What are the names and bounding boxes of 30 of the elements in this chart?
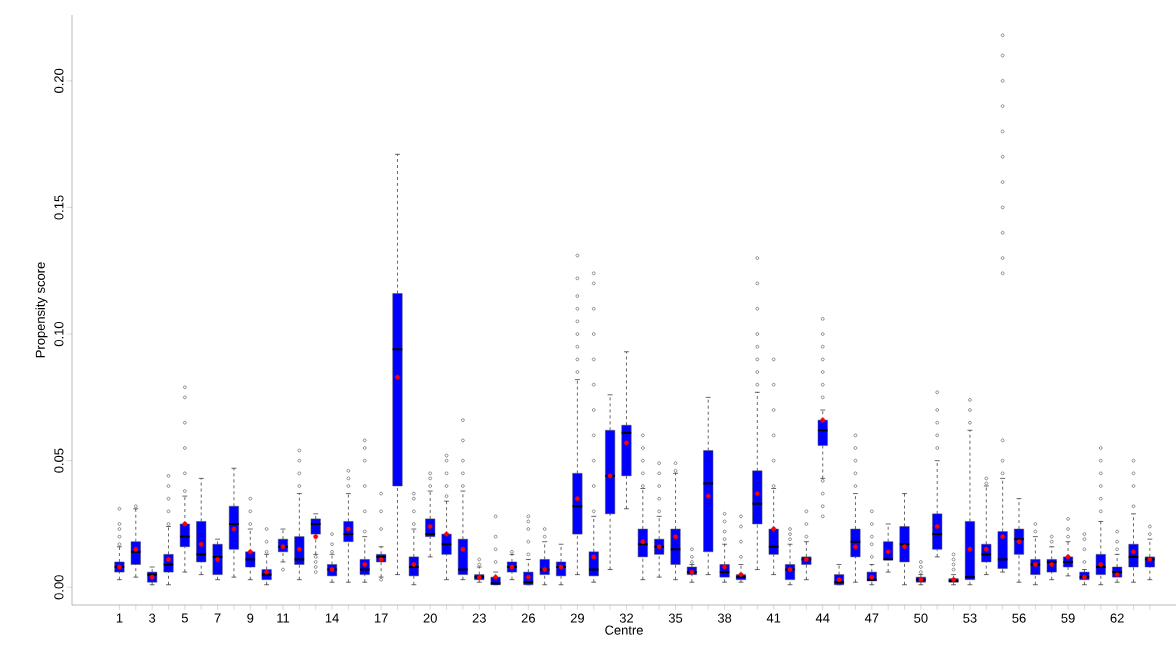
y-tick-label: 0.05 (54, 448, 64, 473)
x-tick-label: 44 (815, 613, 830, 623)
x-tick-label: 20 (423, 613, 437, 623)
x-axis-title: Centre (605, 625, 643, 635)
y-axis-title: Propensity score (35, 262, 48, 358)
x-tick-label: 23 (472, 613, 486, 623)
x-tick-label: 9 (247, 613, 254, 623)
x-tick-label: 1 (116, 613, 123, 623)
x-tick-label: 7 (214, 613, 221, 623)
x-tick-label: 50 (914, 613, 928, 623)
x-tick-label: 3 (149, 613, 156, 623)
y-tick-label: 0.15 (54, 195, 64, 220)
x-tick-label: 29 (570, 613, 584, 623)
x-tick-label: 38 (717, 613, 732, 623)
x-tick-label: 5 (181, 613, 188, 623)
x-tick-label: 41 (766, 613, 781, 623)
x-tick-label: 32 (619, 613, 634, 623)
x-tick-label: 11 (277, 613, 290, 623)
x-tick-label: 53 (963, 613, 977, 623)
x-tick-label: 62 (1110, 613, 1124, 623)
y-tick-label: 0.00 (54, 575, 64, 600)
x-tick-label: 17 (374, 613, 388, 623)
y-tick-label: 0.20 (54, 68, 64, 93)
x-tick-label: 56 (1012, 613, 1026, 623)
x-tick-label: 59 (1061, 613, 1075, 623)
x-tick-label: 35 (668, 613, 683, 623)
x-tick-label: 26 (521, 613, 535, 623)
y-tick-label: 0.10 (54, 321, 64, 347)
x-tick-label: 47 (864, 613, 879, 623)
x-tick-label: 14 (325, 613, 339, 623)
